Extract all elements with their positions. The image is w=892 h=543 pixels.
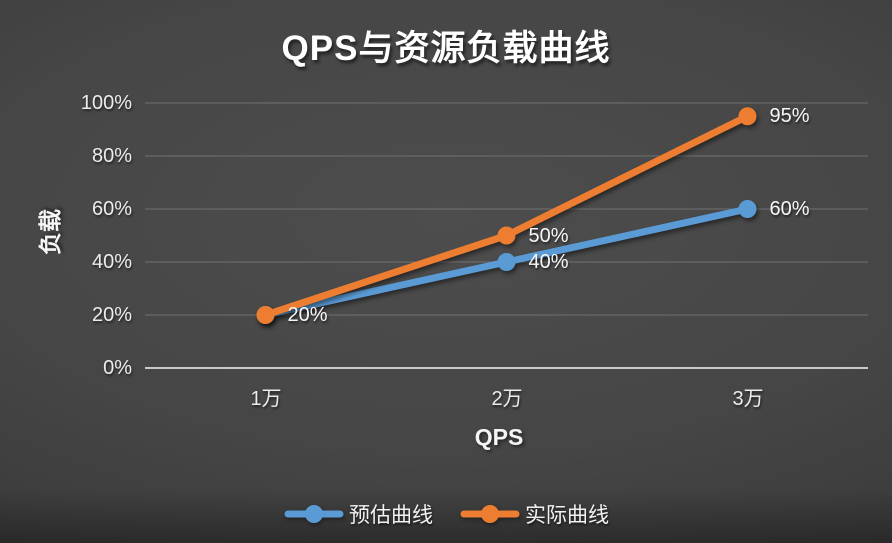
data-label: 95% (769, 105, 810, 128)
legend-label-forecast: 预估曲线 (349, 504, 433, 527)
forecast-line-marker-icon (284, 505, 344, 523)
y-tick-80: 80% (91, 145, 132, 167)
x-category-3: 3万 (732, 388, 764, 410)
series-实际曲线 (256, 107, 757, 324)
legend-item-actual[interactable]: 实际曲线 (459, 499, 609, 529)
legend-label-actual: 实际曲线 (525, 504, 609, 527)
data-label: 40% (528, 251, 569, 273)
actual-line-marker-icon (460, 505, 520, 523)
legend-item-forecast[interactable]: 预估曲线 (283, 499, 433, 529)
data-label: 20% (287, 304, 328, 326)
y-tick-60: 60% (91, 198, 132, 220)
legend: 预估曲线 实际曲线 (0, 499, 892, 529)
y-tick-100: 100% (80, 92, 132, 114)
chart-title: QPS与资源负载曲线 (281, 29, 611, 68)
y-tick-0: 0% (103, 357, 132, 379)
data-label: 50% (528, 224, 569, 247)
x-axis-title: QPS (474, 424, 524, 450)
x-category-1: 1万 (250, 388, 282, 410)
data-label: 60% (769, 198, 810, 220)
x-category-2: 2万 (491, 388, 523, 410)
y-tick-20: 20% (91, 304, 132, 326)
y-tick-40: 40% (91, 251, 132, 273)
